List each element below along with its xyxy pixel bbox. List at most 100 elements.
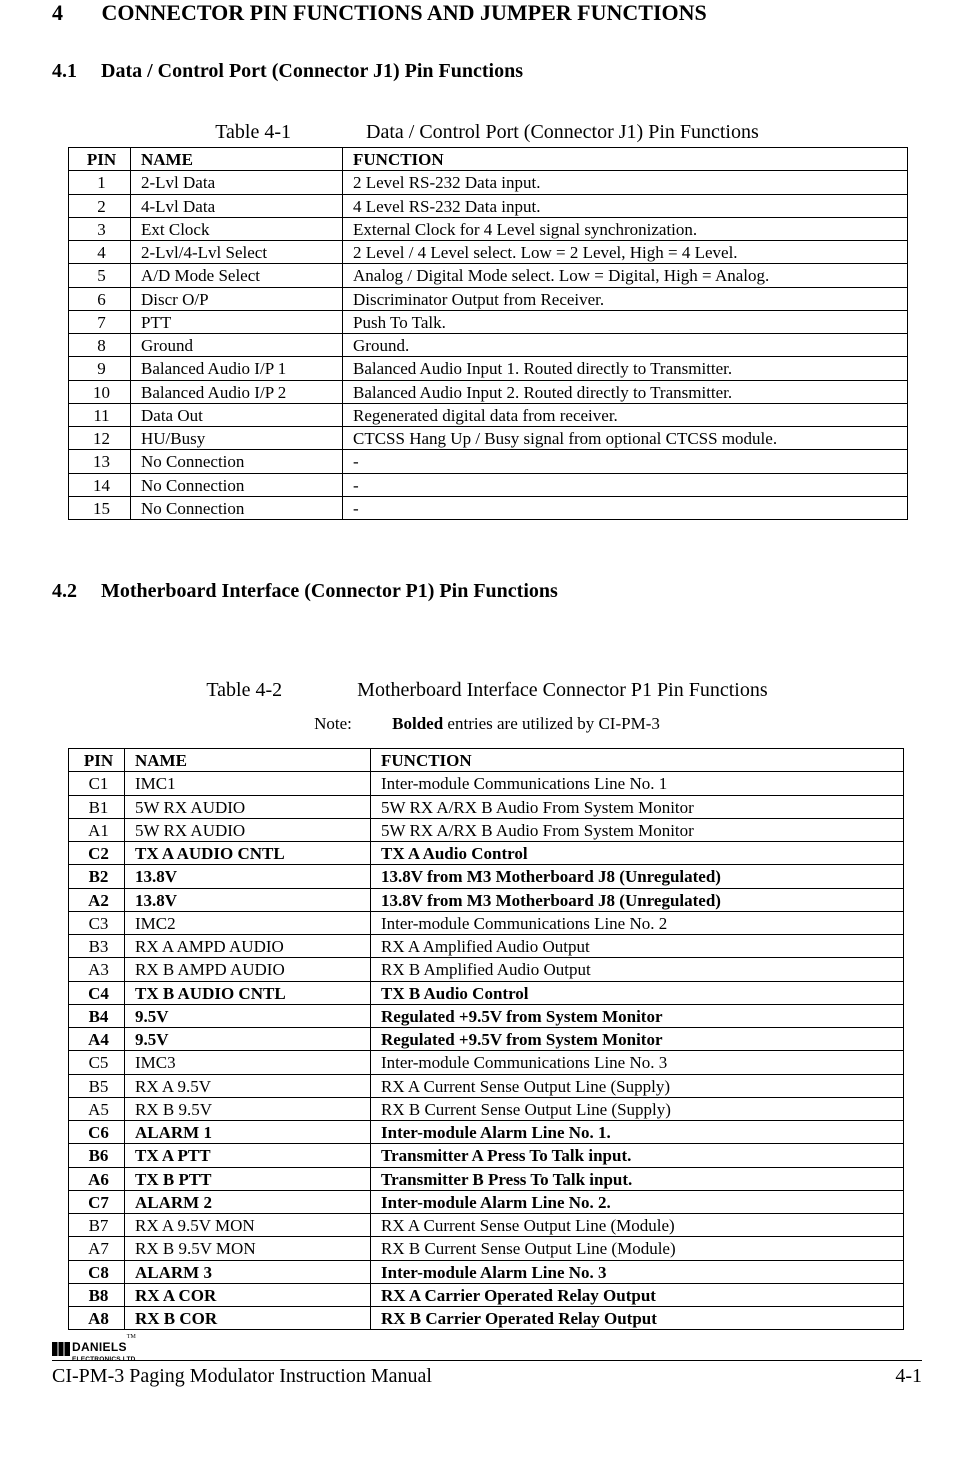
table-2: PIN NAME FUNCTION C1IMC1Inter-module Com… [68,748,904,1330]
table-1-header-function: FUNCTION [343,148,908,171]
cell-pin: 5 [69,264,131,287]
cell-name: 2-Lvl/4-Lvl Select [131,241,343,264]
table-row: A213.8V13.8V from M3 Motherboard J8 (Unr… [69,888,904,911]
cell-function: Push To Talk. [343,310,908,333]
cell-function: RX A Carrier Operated Relay Output [371,1283,904,1306]
section-4-title: CONNECTOR PIN FUNCTIONS AND JUMPER FUNCT… [102,0,707,25]
cell-pin: C8 [69,1260,125,1283]
cell-function: Inter-module Alarm Line No. 2. [371,1190,904,1213]
cell-pin: A3 [69,958,125,981]
cell-function: Regulated +9.5V from System Monitor [371,1004,904,1027]
table-row: C4TX B AUDIO CNTLTX B Audio Control [69,981,904,1004]
table-row: 42-Lvl/4-Lvl Select2 Level / 4 Level sel… [69,241,908,264]
cell-name: 5W RX AUDIO [125,818,371,841]
cell-function: Inter-module Communications Line No. 1 [371,772,904,795]
cell-pin: 13 [69,450,131,473]
cell-name: 2-Lvl Data [131,171,343,194]
cell-name: RX B 9.5V MON [125,1237,371,1260]
table-row: C1IMC1Inter-module Communications Line N… [69,772,904,795]
cell-name: RX A 9.5V MON [125,1214,371,1237]
cell-name: 13.8V [125,865,371,888]
cell-pin: A6 [69,1167,125,1190]
table-row: 9Balanced Audio I/P 1 Balanced Audio Inp… [69,357,908,380]
table-row: A6TX B PTTTransmitter B Press To Talk in… [69,1167,904,1190]
cell-pin: B7 [69,1214,125,1237]
table-row: A3RX B AMPD AUDIORX B Amplified Audio Ou… [69,958,904,981]
note-text-after: entries are utilized by CI-PM-3 [443,714,660,733]
table-1-header-row: PIN NAME FUNCTION [69,148,908,171]
cell-pin: 9 [69,357,131,380]
section-42-title: Motherboard Interface (Connector P1) Pin… [101,580,558,602]
cell-name: Discr O/P [131,287,343,310]
cell-name: IMC2 [125,911,371,934]
cell-function: Regenerated digital data from receiver. [343,403,908,426]
cell-name: Ext Clock [131,217,343,240]
table-row: B5RX A 9.5VRX A Current Sense Output Lin… [69,1074,904,1097]
table-row: 7PTTPush To Talk. [69,310,908,333]
cell-name: RX B COR [125,1307,371,1330]
note-bold-word: Bolded [392,714,443,733]
cell-pin: A7 [69,1237,125,1260]
cell-function: 5W RX A/RX B Audio From System Monitor [371,818,904,841]
cell-function: Transmitter A Press To Talk input. [371,1144,904,1167]
table-row: 24-Lvl Data4 Level RS-232 Data input. [69,194,908,217]
cell-function: - [343,450,908,473]
cell-function: RX B Amplified Audio Output [371,958,904,981]
section-42-number: 4.2 [52,580,96,603]
table-1-header-name: NAME [131,148,343,171]
cell-name: Ground [131,334,343,357]
cell-function: Inter-module Communications Line No. 2 [371,911,904,934]
table-row: A7RX B 9.5V MONRX B Current Sense Output… [69,1237,904,1260]
cell-pin: 2 [69,194,131,217]
table-row: C3IMC2Inter-module Communications Line N… [69,911,904,934]
cell-pin: A8 [69,1307,125,1330]
table-row: C5IMC3Inter-module Communications Line N… [69,1051,904,1074]
table-1-header-pin: PIN [69,148,131,171]
cell-function: Balanced Audio Input 1. Routed directly … [343,357,908,380]
cell-pin: 1 [69,171,131,194]
cell-pin: 7 [69,310,131,333]
page-footer: DANIELSTM ELECTRONICS LTD CI-PM-3 Paging… [52,1360,922,1388]
cell-function: Analog / Digital Mode select. Low = Digi… [343,264,908,287]
table-row: 8GroundGround. [69,334,908,357]
cell-function: 2 Level / 4 Level select. Low = 2 Level,… [343,241,908,264]
cell-function: - [343,473,908,496]
cell-name: 9.5V [125,1028,371,1051]
section-4-heading: 4 CONNECTOR PIN FUNCTIONS AND JUMPER FUN… [52,0,922,26]
cell-name: Balanced Audio I/P 2 [131,380,343,403]
cell-function: 5W RX A/RX B Audio From System Monitor [371,795,904,818]
cell-name: TX A PTT [125,1144,371,1167]
table-2-header-row: PIN NAME FUNCTION [69,749,904,772]
table-row: C6ALARM 1Inter-module Alarm Line No. 1. [69,1121,904,1144]
table-row: B3RX A AMPD AUDIORX A Amplified Audio Ou… [69,935,904,958]
cell-function: External Clock for 4 Level signal synchr… [343,217,908,240]
logo-main-text: DANIELS [72,1340,127,1354]
cell-name: No Connection [131,450,343,473]
cell-name: RX B 9.5V [125,1097,371,1120]
table-row: 14No Connection- [69,473,908,496]
table-row: C2TX A AUDIO CNTLTX A Audio Control [69,842,904,865]
footer-left: DANIELSTM ELECTRONICS LTD CI-PM-3 Paging… [52,1364,432,1388]
cell-pin: B1 [69,795,125,818]
cell-function: TX B Audio Control [371,981,904,1004]
cell-pin: 4 [69,241,131,264]
table-row: A8RX B CORRX B Carrier Operated Relay Ou… [69,1307,904,1330]
cell-function: Inter-module Communications Line No. 3 [371,1051,904,1074]
cell-function: RX A Current Sense Output Line (Supply) [371,1074,904,1097]
table-row: C7ALARM 2Inter-module Alarm Line No. 2. [69,1190,904,1213]
cell-name: 13.8V [125,888,371,911]
table-row: B7RX A 9.5V MONRX A Current Sense Output… [69,1214,904,1237]
cell-pin: 6 [69,287,131,310]
cell-function: 4 Level RS-232 Data input. [343,194,908,217]
note-label: Note: [314,714,352,733]
table-row: 5A/D Mode Select Analog / Digital Mode s… [69,264,908,287]
cell-name: RX A AMPD AUDIO [125,935,371,958]
logo-sub-text: ELECTRONICS LTD [72,1356,136,1363]
table-row: A49.5VRegulated +9.5V from System Monito… [69,1028,904,1051]
cell-pin: B5 [69,1074,125,1097]
table-1: PIN NAME FUNCTION 12-Lvl Data2 Level RS-… [68,147,908,520]
table-row: A15W RX AUDIO5W RX A/RX B Audio From Sys… [69,818,904,841]
cell-name: 9.5V [125,1004,371,1027]
cell-function: Balanced Audio Input 2. Routed directly … [343,380,908,403]
cell-function: Inter-module Alarm Line No. 1. [371,1121,904,1144]
